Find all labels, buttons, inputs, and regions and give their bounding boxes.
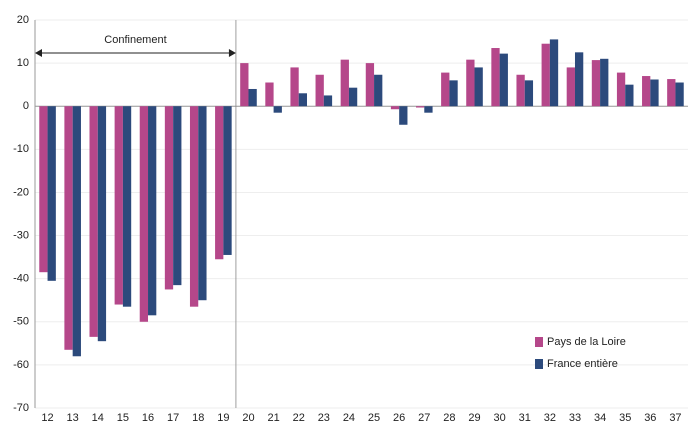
x-tick-label: 23 bbox=[318, 412, 330, 423]
bar bbox=[365, 63, 375, 107]
bar bbox=[348, 87, 358, 107]
bar bbox=[541, 43, 550, 107]
y-tick-label: -60 bbox=[13, 359, 29, 371]
bar bbox=[215, 106, 224, 260]
bar bbox=[290, 67, 299, 107]
x-tick-label: 33 bbox=[569, 412, 581, 423]
bar bbox=[524, 80, 534, 107]
bar bbox=[499, 53, 508, 107]
x-tick-label: 35 bbox=[619, 412, 631, 423]
x-tick-label: 30 bbox=[494, 412, 506, 423]
x-tick-label: 16 bbox=[142, 412, 154, 423]
bar bbox=[466, 59, 475, 107]
bar bbox=[164, 106, 174, 290]
bar bbox=[399, 106, 408, 125]
y-tick-label: -30 bbox=[13, 229, 29, 241]
x-tick-label: 25 bbox=[368, 412, 380, 423]
bar bbox=[298, 93, 307, 107]
bar bbox=[173, 106, 182, 286]
bar bbox=[650, 79, 659, 107]
bar bbox=[667, 79, 676, 107]
bar bbox=[72, 106, 81, 357]
legend-swatch bbox=[535, 359, 543, 369]
bar bbox=[616, 72, 626, 107]
bar bbox=[323, 95, 333, 107]
bar bbox=[374, 74, 383, 107]
x-tick-label: 36 bbox=[644, 412, 656, 423]
bar bbox=[340, 59, 349, 107]
bar bbox=[441, 72, 450, 107]
bar bbox=[223, 106, 232, 255]
x-tick-label: 27 bbox=[418, 412, 430, 423]
bar bbox=[642, 76, 651, 107]
bar bbox=[139, 106, 149, 322]
x-tick-label: 28 bbox=[443, 412, 455, 423]
bar bbox=[198, 106, 207, 301]
bar bbox=[566, 67, 575, 107]
bar bbox=[416, 106, 425, 108]
bar bbox=[148, 106, 157, 316]
x-tick-label: 22 bbox=[293, 412, 305, 423]
x-tick-label: 37 bbox=[669, 412, 681, 423]
x-tick-label: 13 bbox=[67, 412, 79, 423]
bar bbox=[97, 106, 107, 342]
bar bbox=[265, 82, 274, 107]
x-tick-label: 34 bbox=[594, 412, 606, 423]
bar bbox=[64, 106, 73, 350]
x-tick-label: 31 bbox=[519, 412, 531, 423]
bar bbox=[122, 106, 132, 307]
x-tick-label: 19 bbox=[217, 412, 229, 423]
x-tick-label: 29 bbox=[468, 412, 480, 423]
x-tick-label: 26 bbox=[393, 412, 405, 423]
bar bbox=[89, 106, 98, 337]
y-tick-label: 0 bbox=[23, 100, 29, 112]
bar bbox=[114, 106, 123, 305]
bar bbox=[390, 106, 400, 110]
bar bbox=[474, 67, 483, 107]
y-tick-label: -20 bbox=[13, 186, 29, 198]
x-tick-label: 15 bbox=[117, 412, 129, 423]
legend-swatch bbox=[535, 337, 543, 347]
bar bbox=[189, 106, 199, 307]
bar bbox=[449, 80, 458, 107]
y-tick-label: 20 bbox=[17, 14, 29, 26]
bar bbox=[273, 106, 282, 113]
x-tick-label: 18 bbox=[192, 412, 204, 423]
bar bbox=[39, 106, 48, 273]
x-tick-label: 14 bbox=[92, 412, 104, 423]
y-tick-label: -50 bbox=[13, 316, 29, 328]
bar bbox=[549, 39, 559, 107]
x-tick-label: 17 bbox=[167, 412, 179, 423]
x-tick-label: 32 bbox=[544, 412, 556, 423]
bar bbox=[675, 82, 684, 107]
bar bbox=[424, 106, 433, 113]
bar bbox=[625, 84, 634, 107]
bar bbox=[491, 48, 500, 107]
bar bbox=[574, 52, 584, 107]
bar bbox=[240, 63, 249, 107]
x-tick-label: 24 bbox=[343, 412, 355, 423]
bar bbox=[516, 74, 525, 107]
bar bbox=[591, 60, 601, 107]
bar bbox=[47, 106, 56, 281]
y-tick-label: -70 bbox=[13, 402, 29, 414]
bar bbox=[600, 58, 609, 107]
bar bbox=[248, 88, 257, 107]
legend-label: Pays de la Loire bbox=[547, 336, 626, 348]
y-tick-label: -40 bbox=[13, 273, 29, 285]
annotation: Confinement bbox=[104, 34, 166, 46]
x-tick-label: 12 bbox=[41, 412, 53, 423]
x-tick-label: 20 bbox=[242, 412, 254, 423]
y-tick-label: 10 bbox=[17, 57, 29, 69]
x-tick-label: 21 bbox=[267, 412, 279, 423]
legend-label: France entière bbox=[547, 358, 618, 370]
bar bbox=[315, 74, 324, 107]
y-tick-label: -10 bbox=[13, 143, 29, 155]
